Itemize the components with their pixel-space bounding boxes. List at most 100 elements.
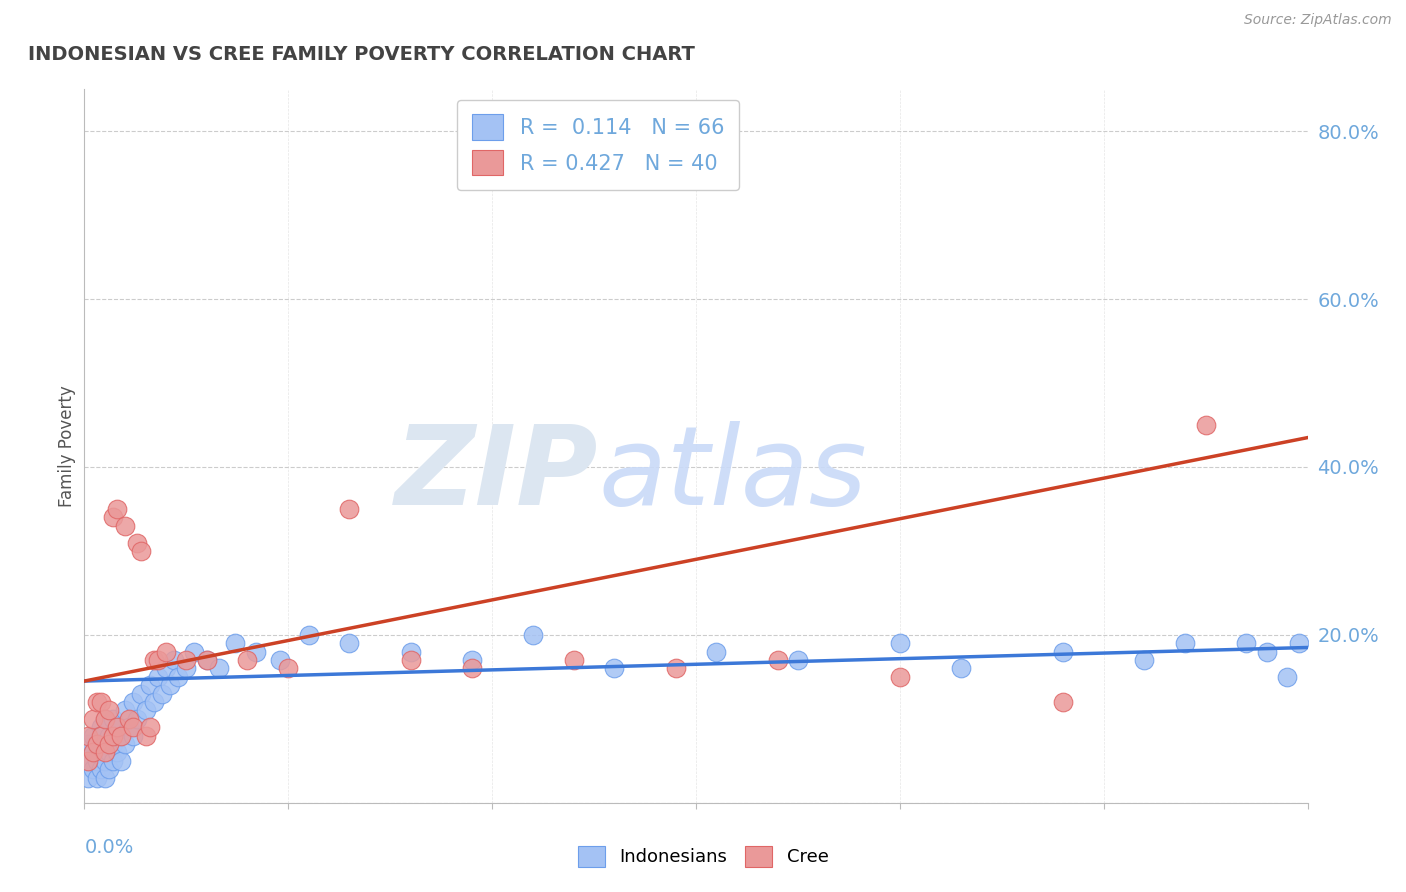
Point	[176, 661, 198, 675]
Point	[236, 653, 259, 667]
Legend: R =  0.114   N = 66, R = 0.427   N = 40: R = 0.114 N = 66, R = 0.427 N = 40	[457, 100, 740, 190]
Point	[82, 746, 104, 760]
Point	[1256, 645, 1278, 659]
Point	[163, 653, 186, 667]
Point	[82, 729, 104, 743]
Point	[97, 746, 120, 760]
Point	[208, 661, 231, 675]
Point	[706, 645, 728, 659]
Text: Source: ZipAtlas.com: Source: ZipAtlas.com	[1244, 13, 1392, 28]
Point	[131, 687, 153, 701]
Point	[142, 653, 165, 667]
Point	[110, 729, 132, 743]
Point	[86, 754, 108, 768]
Point	[101, 729, 124, 743]
Text: 0.0%: 0.0%	[84, 838, 134, 856]
Point	[82, 746, 104, 760]
Point	[138, 678, 160, 692]
Point	[1174, 636, 1197, 650]
Point	[176, 653, 198, 667]
Point	[118, 720, 141, 734]
Point	[82, 762, 104, 776]
Point	[135, 729, 157, 743]
Point	[97, 762, 120, 776]
Point	[167, 670, 190, 684]
Y-axis label: Family Poverty: Family Poverty	[58, 385, 76, 507]
Point	[93, 737, 117, 751]
Point	[277, 661, 299, 675]
Point	[399, 653, 422, 667]
Point	[93, 712, 117, 726]
Point	[562, 653, 585, 667]
Point	[131, 544, 153, 558]
Point	[114, 703, 136, 717]
Point	[82, 712, 104, 726]
Point	[1277, 670, 1299, 684]
Point	[339, 636, 361, 650]
Point	[155, 661, 177, 675]
Point	[93, 746, 117, 760]
Point	[97, 729, 120, 743]
Point	[86, 737, 108, 751]
Point	[155, 645, 177, 659]
Point	[77, 754, 100, 768]
Point	[114, 737, 136, 751]
Point	[122, 720, 145, 734]
Point	[93, 771, 117, 785]
Point	[1288, 636, 1310, 650]
Point	[110, 729, 132, 743]
Point	[101, 712, 124, 726]
Point	[146, 670, 169, 684]
Point	[461, 653, 484, 667]
Point	[889, 636, 911, 650]
Point	[245, 645, 267, 659]
Point	[889, 670, 911, 684]
Point	[399, 645, 422, 659]
Point	[150, 687, 173, 701]
Legend: Indonesians, Cree: Indonesians, Cree	[571, 838, 835, 874]
Point	[146, 653, 169, 667]
Point	[77, 737, 100, 751]
Point	[766, 653, 789, 667]
Point	[122, 695, 145, 709]
Point	[90, 695, 112, 709]
Point	[90, 746, 112, 760]
Text: atlas: atlas	[598, 421, 866, 528]
Point	[461, 661, 484, 675]
Point	[195, 653, 218, 667]
Point	[224, 636, 246, 650]
Point	[298, 628, 321, 642]
Point	[269, 653, 291, 667]
Point	[159, 678, 181, 692]
Point	[93, 712, 117, 726]
Point	[127, 712, 149, 726]
Point	[1052, 695, 1074, 709]
Point	[110, 754, 132, 768]
Point	[339, 502, 361, 516]
Text: ZIP: ZIP	[395, 421, 598, 528]
Text: INDONESIAN VS CREE FAMILY POVERTY CORRELATION CHART: INDONESIAN VS CREE FAMILY POVERTY CORREL…	[28, 45, 695, 63]
Point	[1236, 636, 1258, 650]
Point	[105, 720, 128, 734]
Point	[101, 754, 124, 768]
Point	[86, 771, 108, 785]
Point	[90, 720, 112, 734]
Point	[665, 661, 688, 675]
Point	[90, 729, 112, 743]
Point	[101, 737, 124, 751]
Point	[118, 712, 141, 726]
Point	[195, 653, 218, 667]
Point	[1052, 645, 1074, 659]
Point	[1133, 653, 1156, 667]
Point	[77, 754, 100, 768]
Point	[105, 502, 128, 516]
Point	[522, 628, 544, 642]
Point	[183, 645, 205, 659]
Point	[127, 535, 149, 549]
Point	[135, 703, 157, 717]
Point	[86, 695, 108, 709]
Point	[603, 661, 626, 675]
Point	[114, 518, 136, 533]
Point	[93, 754, 117, 768]
Point	[950, 661, 973, 675]
